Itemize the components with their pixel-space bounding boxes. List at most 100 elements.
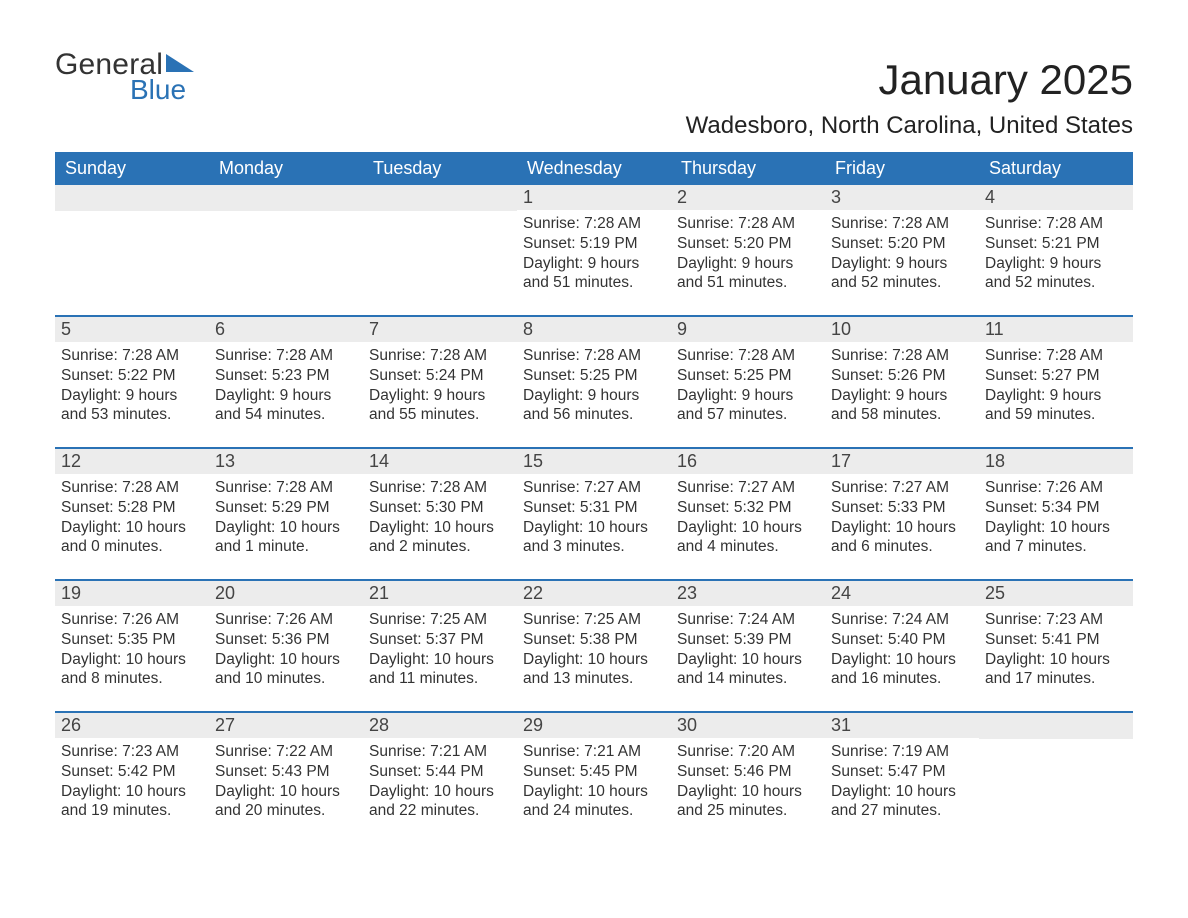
- day-number: 13: [209, 449, 363, 474]
- calendar-day-cell: 30Sunrise: 7:20 AMSunset: 5:46 PMDayligh…: [671, 712, 825, 843]
- calendar-day-cell: 25Sunrise: 7:23 AMSunset: 5:41 PMDayligh…: [979, 580, 1133, 712]
- daylight-text: Daylight: 10 hours and 0 minutes.: [61, 518, 203, 558]
- sunset-text: Sunset: 5:44 PM: [369, 762, 511, 782]
- sunrise-text: Sunrise: 7:23 AM: [61, 742, 203, 762]
- daylight-text: Daylight: 10 hours and 16 minutes.: [831, 650, 973, 690]
- day-number: 6: [209, 317, 363, 342]
- day-body: Sunrise: 7:25 AMSunset: 5:37 PMDaylight:…: [363, 606, 517, 695]
- sunset-text: Sunset: 5:21 PM: [985, 234, 1127, 254]
- daylight-text: Daylight: 10 hours and 8 minutes.: [61, 650, 203, 690]
- day-body: Sunrise: 7:20 AMSunset: 5:46 PMDaylight:…: [671, 738, 825, 827]
- daylight-text: Daylight: 10 hours and 7 minutes.: [985, 518, 1127, 558]
- day-number: 8: [517, 317, 671, 342]
- sunrise-text: Sunrise: 7:28 AM: [215, 346, 357, 366]
- sunset-text: Sunset: 5:36 PM: [215, 630, 357, 650]
- sunset-text: Sunset: 5:30 PM: [369, 498, 511, 518]
- day-number: 3: [825, 185, 979, 210]
- daylight-text: Daylight: 10 hours and 17 minutes.: [985, 650, 1127, 690]
- calendar-header-cell: Saturday: [979, 152, 1133, 185]
- sunrise-text: Sunrise: 7:23 AM: [985, 610, 1127, 630]
- calendar-day-cell: [979, 712, 1133, 843]
- sunrise-text: Sunrise: 7:19 AM: [831, 742, 973, 762]
- day-number: 7: [363, 317, 517, 342]
- day-number: 22: [517, 581, 671, 606]
- sunset-text: Sunset: 5:35 PM: [61, 630, 203, 650]
- calendar-header-cell: Friday: [825, 152, 979, 185]
- sunset-text: Sunset: 5:26 PM: [831, 366, 973, 386]
- sunset-text: Sunset: 5:42 PM: [61, 762, 203, 782]
- sunset-text: Sunset: 5:31 PM: [523, 498, 665, 518]
- sunrise-text: Sunrise: 7:28 AM: [985, 214, 1127, 234]
- daylight-text: Daylight: 10 hours and 22 minutes.: [369, 782, 511, 822]
- sunset-text: Sunset: 5:33 PM: [831, 498, 973, 518]
- calendar-day-cell: 22Sunrise: 7:25 AMSunset: 5:38 PMDayligh…: [517, 580, 671, 712]
- day-body: Sunrise: 7:24 AMSunset: 5:40 PMDaylight:…: [825, 606, 979, 695]
- day-body: Sunrise: 7:23 AMSunset: 5:42 PMDaylight:…: [55, 738, 209, 827]
- sunrise-text: Sunrise: 7:27 AM: [523, 478, 665, 498]
- calendar-day-cell: [363, 185, 517, 316]
- calendar-week-row: 26Sunrise: 7:23 AMSunset: 5:42 PMDayligh…: [55, 712, 1133, 843]
- daylight-text: Daylight: 10 hours and 3 minutes.: [523, 518, 665, 558]
- sunset-text: Sunset: 5:37 PM: [369, 630, 511, 650]
- logo-word2: Blue: [130, 76, 186, 104]
- daylight-text: Daylight: 10 hours and 24 minutes.: [523, 782, 665, 822]
- day-number: 20: [209, 581, 363, 606]
- sunrise-text: Sunrise: 7:28 AM: [369, 346, 511, 366]
- day-body: Sunrise: 7:28 AMSunset: 5:20 PMDaylight:…: [825, 210, 979, 299]
- page-subtitle: Wadesboro, North Carolina, United States: [55, 112, 1133, 140]
- day-body: Sunrise: 7:19 AMSunset: 5:47 PMDaylight:…: [825, 738, 979, 827]
- sunset-text: Sunset: 5:46 PM: [677, 762, 819, 782]
- calendar-day-cell: 7Sunrise: 7:28 AMSunset: 5:24 PMDaylight…: [363, 316, 517, 448]
- day-body: Sunrise: 7:22 AMSunset: 5:43 PMDaylight:…: [209, 738, 363, 827]
- sunset-text: Sunset: 5:25 PM: [677, 366, 819, 386]
- sunrise-text: Sunrise: 7:25 AM: [369, 610, 511, 630]
- day-body: Sunrise: 7:28 AMSunset: 5:19 PMDaylight:…: [517, 210, 671, 299]
- daylight-text: Daylight: 10 hours and 2 minutes.: [369, 518, 511, 558]
- calendar-day-cell: 9Sunrise: 7:28 AMSunset: 5:25 PMDaylight…: [671, 316, 825, 448]
- sunrise-text: Sunrise: 7:28 AM: [61, 346, 203, 366]
- sunset-text: Sunset: 5:32 PM: [677, 498, 819, 518]
- sunrise-text: Sunrise: 7:24 AM: [831, 610, 973, 630]
- day-number: 1: [517, 185, 671, 210]
- day-body: Sunrise: 7:23 AMSunset: 5:41 PMDaylight:…: [979, 606, 1133, 695]
- sunrise-text: Sunrise: 7:28 AM: [831, 214, 973, 234]
- calendar-day-cell: 20Sunrise: 7:26 AMSunset: 5:36 PMDayligh…: [209, 580, 363, 712]
- sunset-text: Sunset: 5:40 PM: [831, 630, 973, 650]
- day-number: 4: [979, 185, 1133, 210]
- day-body: Sunrise: 7:27 AMSunset: 5:33 PMDaylight:…: [825, 474, 979, 563]
- calendar-body: 1Sunrise: 7:28 AMSunset: 5:19 PMDaylight…: [55, 185, 1133, 843]
- calendar-table: SundayMondayTuesdayWednesdayThursdayFrid…: [55, 152, 1133, 843]
- day-body: Sunrise: 7:28 AMSunset: 5:23 PMDaylight:…: [209, 342, 363, 431]
- day-body: Sunrise: 7:28 AMSunset: 5:28 PMDaylight:…: [55, 474, 209, 563]
- day-number: 19: [55, 581, 209, 606]
- day-body: Sunrise: 7:27 AMSunset: 5:31 PMDaylight:…: [517, 474, 671, 563]
- calendar-day-cell: 6Sunrise: 7:28 AMSunset: 5:23 PMDaylight…: [209, 316, 363, 448]
- calendar-day-cell: 21Sunrise: 7:25 AMSunset: 5:37 PMDayligh…: [363, 580, 517, 712]
- daylight-text: Daylight: 10 hours and 10 minutes.: [215, 650, 357, 690]
- sunset-text: Sunset: 5:41 PM: [985, 630, 1127, 650]
- sunrise-text: Sunrise: 7:21 AM: [523, 742, 665, 762]
- sunrise-text: Sunrise: 7:24 AM: [677, 610, 819, 630]
- day-number: 14: [363, 449, 517, 474]
- calendar-day-cell: 31Sunrise: 7:19 AMSunset: 5:47 PMDayligh…: [825, 712, 979, 843]
- page-title: January 2025: [878, 56, 1133, 104]
- daylight-text: Daylight: 10 hours and 14 minutes.: [677, 650, 819, 690]
- day-body: Sunrise: 7:28 AMSunset: 5:21 PMDaylight:…: [979, 210, 1133, 299]
- calendar-day-cell: 12Sunrise: 7:28 AMSunset: 5:28 PMDayligh…: [55, 448, 209, 580]
- calendar-day-cell: 8Sunrise: 7:28 AMSunset: 5:25 PMDaylight…: [517, 316, 671, 448]
- day-number: 28: [363, 713, 517, 738]
- sunset-text: Sunset: 5:47 PM: [831, 762, 973, 782]
- sunrise-text: Sunrise: 7:28 AM: [61, 478, 203, 498]
- sunrise-text: Sunrise: 7:28 AM: [523, 214, 665, 234]
- calendar-day-cell: 19Sunrise: 7:26 AMSunset: 5:35 PMDayligh…: [55, 580, 209, 712]
- daylight-text: Daylight: 10 hours and 20 minutes.: [215, 782, 357, 822]
- calendar-day-cell: 27Sunrise: 7:22 AMSunset: 5:43 PMDayligh…: [209, 712, 363, 843]
- calendar-day-cell: 2Sunrise: 7:28 AMSunset: 5:20 PMDaylight…: [671, 185, 825, 316]
- calendar-day-cell: 4Sunrise: 7:28 AMSunset: 5:21 PMDaylight…: [979, 185, 1133, 316]
- day-number: 18: [979, 449, 1133, 474]
- sunrise-text: Sunrise: 7:21 AM: [369, 742, 511, 762]
- calendar-day-cell: 3Sunrise: 7:28 AMSunset: 5:20 PMDaylight…: [825, 185, 979, 316]
- calendar-week-row: 19Sunrise: 7:26 AMSunset: 5:35 PMDayligh…: [55, 580, 1133, 712]
- day-number: 31: [825, 713, 979, 738]
- calendar-header-cell: Thursday: [671, 152, 825, 185]
